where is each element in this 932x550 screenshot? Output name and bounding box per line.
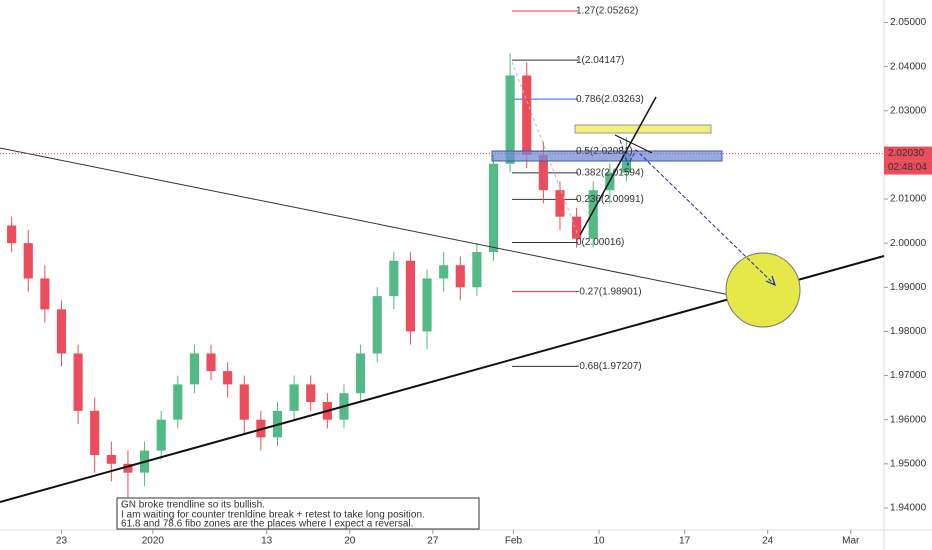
candle-body — [455, 265, 465, 288]
candle-body — [439, 265, 449, 279]
drawings — [0, 61, 885, 503]
candle-body — [372, 296, 382, 354]
fib-label: 0(2.00016) — [576, 237, 624, 248]
x-tick-label: 23 — [56, 536, 68, 547]
y-tick-label: 2.05000 — [890, 17, 927, 28]
candle-body — [123, 463, 133, 473]
trendline — [579, 96, 657, 236]
candle-body — [206, 353, 216, 372]
candle-body — [23, 243, 33, 279]
candle-body — [189, 353, 199, 385]
fib-label: 1(2.04147) — [576, 55, 624, 66]
x-tick-label: 10 — [593, 536, 605, 547]
fib-label: 0.236(2.00991) — [576, 194, 644, 205]
fib-label: -0.27(1.98901) — [576, 286, 642, 297]
candle-body — [7, 225, 17, 244]
last-price-label: 2.02030 — [888, 148, 925, 159]
candle-body — [588, 190, 598, 239]
note-box: GN broke trendline so its bullish. I am … — [116, 497, 480, 530]
note-line: I am waiting for counter trenldine break… — [121, 510, 425, 521]
x-tick-label: Mar — [842, 536, 860, 547]
fib-label: 0.5(2.02081) — [576, 146, 633, 157]
candle-body — [56, 309, 67, 354]
candle-body — [488, 163, 499, 252]
fib-label: -0.68(1.97207) — [576, 361, 642, 372]
trendline — [0, 147, 731, 296]
trendline — [614, 134, 653, 154]
y-tick-label: 1.95000 — [890, 458, 927, 469]
note-line: 61.8 and 78.6 fibo zones are the places … — [121, 519, 413, 530]
candle-body — [73, 353, 83, 411]
candle-body — [106, 454, 116, 464]
candle-body — [389, 260, 399, 297]
note-frame — [116, 497, 480, 530]
candle-body — [239, 384, 249, 420]
candle-body — [572, 216, 582, 239]
y-tick-label: 1.94000 — [890, 503, 927, 514]
candle-body — [173, 384, 183, 420]
fib-label: 0.786(2.03263) — [576, 94, 644, 105]
note-line: GN broke trendline so its bullish. — [121, 500, 265, 511]
target-circle — [725, 252, 801, 328]
countdown-label: 02:48:04 — [888, 162, 927, 173]
candle-body — [356, 353, 366, 394]
y-tick-label: 2.04000 — [890, 61, 927, 72]
fib-label: 0.382(2.01594) — [576, 167, 644, 178]
x-tick-label: 24 — [762, 536, 774, 547]
arrow-head — [765, 275, 776, 287]
x-tick-label: 27 — [427, 536, 439, 547]
x-tick-label: 13 — [261, 536, 273, 547]
candle-body — [621, 153, 632, 173]
x-tick-label: Feb — [505, 536, 523, 547]
candle-body — [289, 384, 299, 411]
candle-body — [156, 419, 166, 451]
x-tick-label: 2020 — [142, 536, 165, 547]
candle-body — [306, 384, 316, 403]
candle-body — [422, 278, 432, 332]
x-tick-label: 20 — [344, 536, 356, 547]
candle-body — [223, 371, 233, 385]
candle-body — [538, 154, 548, 191]
y-tick-label: 2.01000 — [890, 194, 927, 205]
last-price-box — [884, 146, 932, 161]
y-tick-label: 1.96000 — [890, 414, 927, 425]
candle-body — [505, 75, 515, 164]
candle-body — [555, 190, 565, 217]
y-tick-label: 2.00000 — [890, 238, 927, 249]
candle-body — [40, 278, 50, 310]
candle-body — [405, 260, 415, 332]
zone — [574, 124, 712, 134]
y-tick-label: 1.97000 — [890, 370, 927, 381]
fib-base — [511, 61, 579, 236]
zone — [491, 150, 723, 162]
y-tick-label: 1.98000 — [890, 326, 927, 337]
projection-arrow — [619, 139, 776, 286]
candle-body — [522, 75, 532, 155]
candle-body — [472, 251, 482, 288]
y-tick-label: 1.99000 — [890, 282, 927, 293]
plot — [7, 10, 632, 500]
fib-label: 1.27(2.05262) — [576, 6, 638, 17]
candle-body — [90, 410, 100, 455]
y-tick-label: 2.03000 — [890, 105, 927, 116]
x-tick-label: 17 — [679, 536, 691, 547]
countdown-box — [884, 160, 932, 175]
